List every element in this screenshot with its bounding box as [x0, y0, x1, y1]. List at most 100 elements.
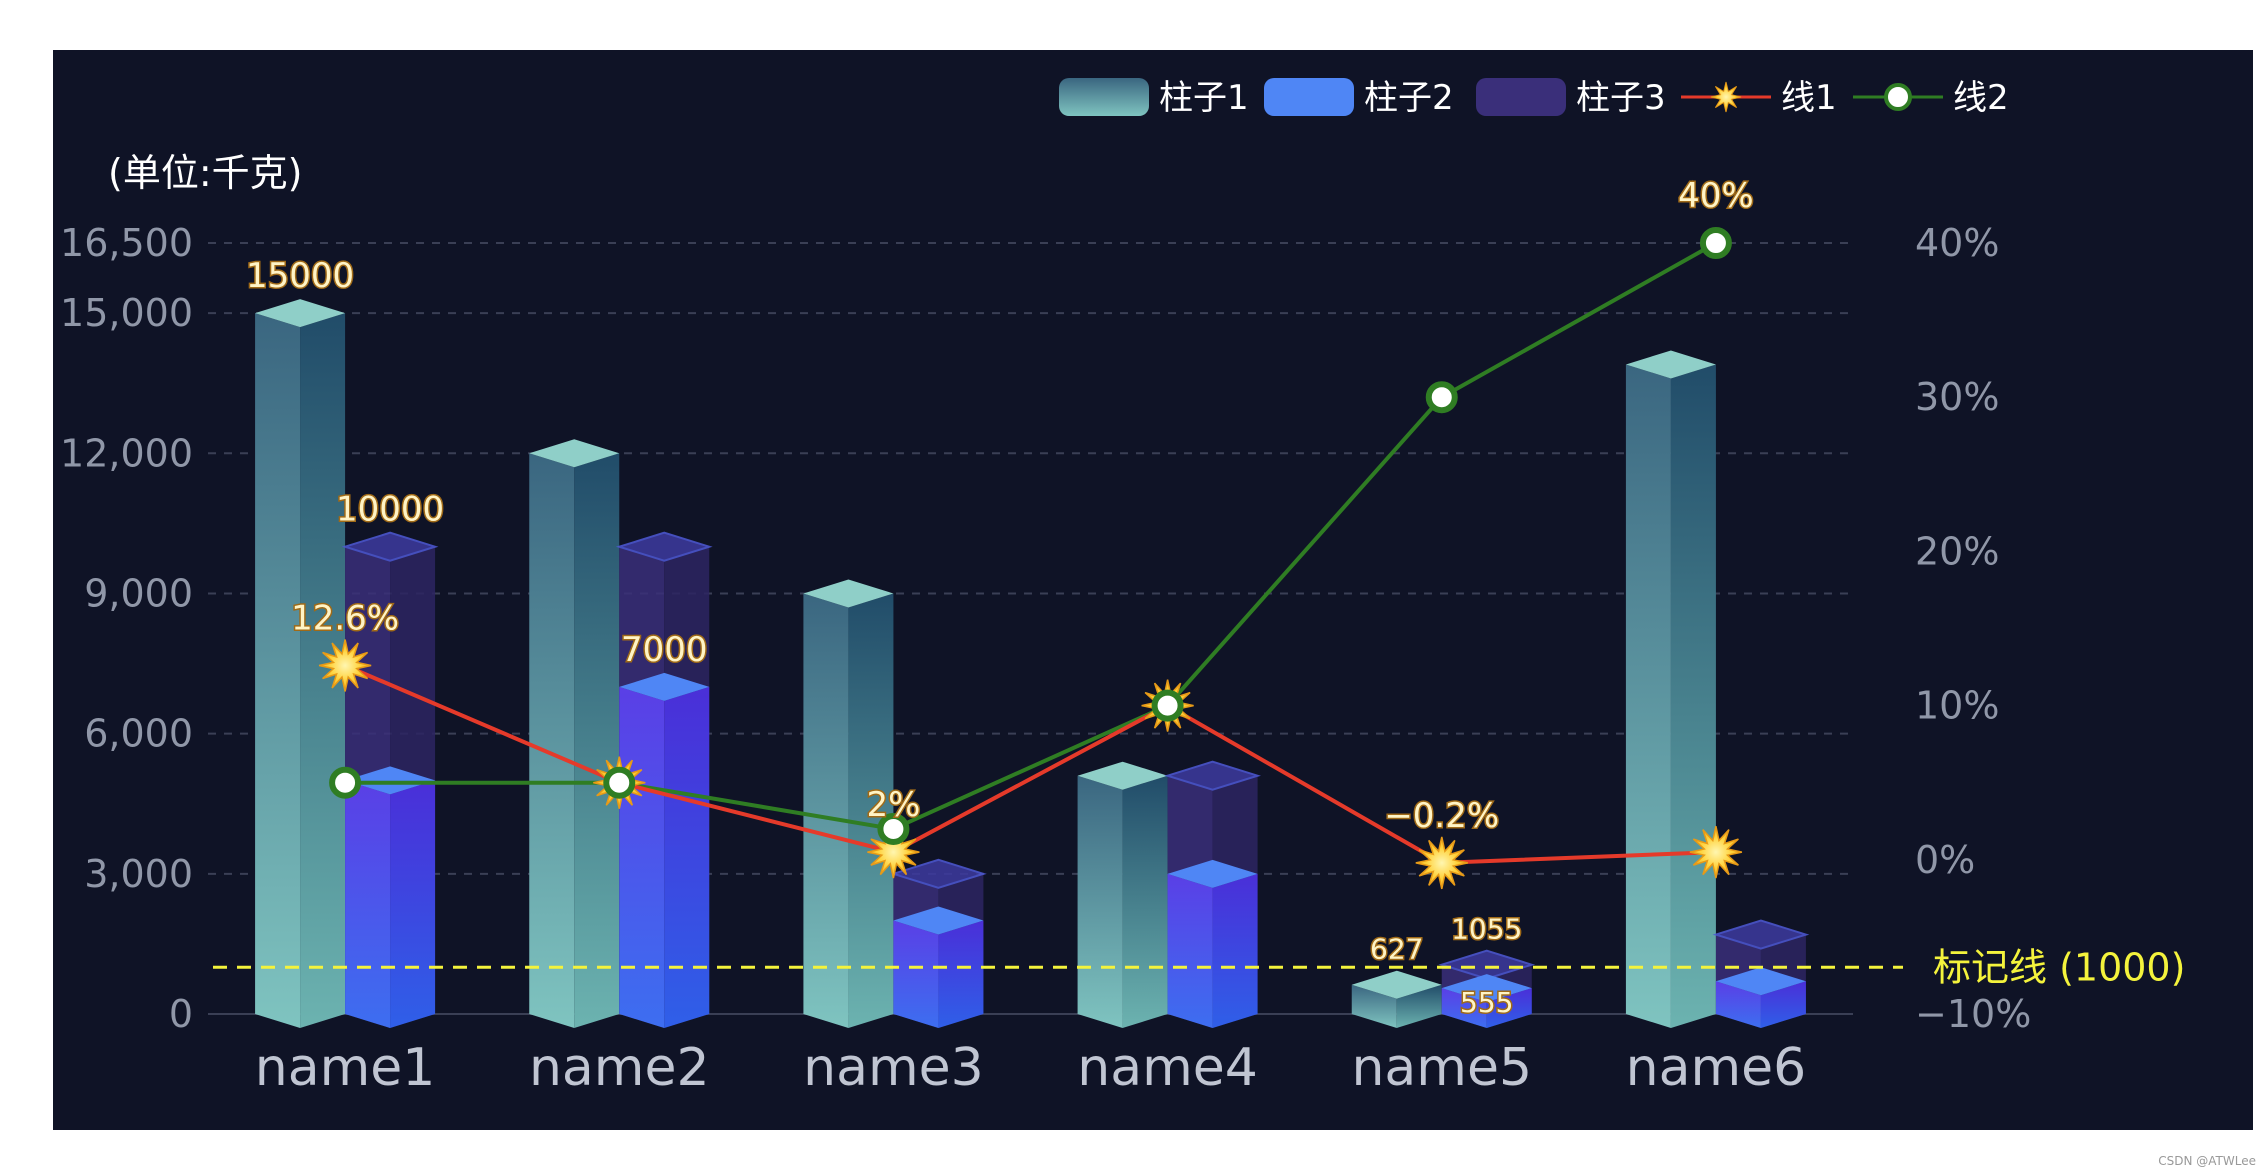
mark-line-label: 标记线 (1000) [1933, 945, 2185, 989]
bar-face-left [345, 780, 391, 1028]
bar-series1 [1625, 350, 1716, 1028]
line1-star-marker [1415, 836, 1468, 890]
bar-cap [893, 906, 984, 935]
data-label: 2% [866, 785, 920, 825]
legend-label: 柱子3 [1576, 78, 1666, 118]
y-left-tick-label: 0 [169, 992, 193, 1036]
grid [208, 242, 1853, 1015]
x-category-label: name6 [1626, 1038, 1807, 1098]
bar-cap [1438, 949, 1536, 980]
legend-star-icon [1710, 81, 1742, 113]
bar-face-left [1441, 988, 1487, 1028]
y-right-tick-label: 0% [1915, 838, 1975, 882]
bar-cap [529, 439, 620, 468]
y-right-tick-label: 40% [1915, 221, 1999, 265]
bar-series1 [1077, 761, 1168, 1028]
y-left-tick-label: 16,500 [60, 221, 193, 265]
bar-face-left [803, 593, 849, 1028]
bar-face-right [1212, 873, 1258, 1028]
bar-series2 [345, 766, 436, 1028]
data-label: 12.6% [291, 599, 399, 639]
data-label: 627 [1370, 933, 1423, 966]
bar-series2 [1167, 859, 1258, 1028]
y-left-tick-label: 12,000 [60, 431, 193, 475]
chart-frame: 0 3,000 6,000 9,000 12,000 15,000 16,500 −10% 0%… [53, 50, 2253, 1130]
y-left-tick-label: 3,000 [84, 852, 193, 896]
bars [255, 299, 1810, 1029]
bar-face-right [938, 920, 984, 1028]
legend-item[interactable]: 柱子1 [1059, 78, 1249, 118]
legend-item[interactable]: 柱子3 [1476, 78, 1666, 118]
legend-label: 柱子2 [1364, 78, 1454, 118]
legend-swatch [1059, 78, 1149, 116]
bar-cap [1077, 761, 1168, 790]
data-label: 40% [1678, 176, 1754, 216]
bar-face-right [1396, 984, 1442, 1028]
y-left-tick-label: 6,000 [84, 712, 193, 756]
legend-label: 线2 [1953, 78, 2009, 118]
legend-swatch [1476, 78, 1566, 116]
axes: 0 3,000 6,000 9,000 12,000 15,000 16,500 −10% 0%… [60, 221, 2031, 1098]
bar-face-left [1351, 984, 1397, 1028]
bar-face-right [1760, 981, 1806, 1028]
bar-series1 [255, 299, 346, 1028]
bar-series1 [1351, 970, 1442, 1028]
bar-cap [1167, 859, 1258, 888]
bar-face-right [1670, 364, 1716, 1028]
bar-cap [255, 299, 346, 328]
bar-cap [1625, 350, 1716, 379]
bar-face-left [255, 313, 301, 1028]
data-label: 7000 [621, 630, 708, 670]
combo-chart: 0 3,000 6,000 9,000 12,000 15,000 16,500 −10% 0%… [60, 78, 2185, 1098]
bar-face-left [619, 686, 665, 1028]
bar-cap [890, 858, 987, 889]
bar-face-right [664, 686, 710, 1028]
line1-star-marker [1689, 825, 1743, 879]
bar-face-left [1077, 775, 1123, 1028]
data-labels: 15000 10000 7000 627 1055 555 12.6% 2% −0.2% 40% [244, 175, 1755, 1021]
line2-circle-marker [877, 812, 910, 845]
bar-face-right [848, 593, 894, 1028]
line2-circle-marker [329, 766, 362, 799]
x-category-label: name5 [1351, 1038, 1532, 1098]
legend-item[interactable]: 柱子2 [1264, 78, 1454, 118]
x-category-label: name4 [1077, 1038, 1258, 1098]
bar-series1 [529, 439, 620, 1029]
line2-circle-marker [603, 766, 636, 799]
line1-star-marker [867, 825, 920, 879]
legend[interactable]: 柱子1 柱子2 柱子3 线1 线2 [1059, 78, 2009, 118]
y-right-tick-label: 20% [1915, 529, 1999, 573]
bar-series1 [803, 579, 894, 1028]
bar-cap [803, 579, 894, 608]
x-category-label: name1 [255, 1038, 436, 1098]
line2-circle-marker [1151, 689, 1184, 722]
lines [318, 227, 1743, 890]
watermark: CSDN @ATWLee [2158, 1154, 2256, 1168]
bar-cap [615, 531, 713, 562]
y-right-tick-label: 30% [1915, 375, 1999, 419]
line2-circle-marker [1699, 227, 1732, 259]
bar-cap [1715, 967, 1806, 996]
legend-item[interactable]: 线2 [1853, 78, 2009, 118]
y-right-tick-label: −10% [1915, 992, 2031, 1036]
bar-series2 [619, 672, 710, 1028]
bar-series2 [893, 906, 984, 1028]
bar-cap [1712, 919, 1810, 950]
bar-face-right [300, 313, 346, 1028]
legend-label: 线1 [1781, 78, 1837, 118]
bar-cap [1164, 760, 1261, 791]
legend-label: 柱子1 [1159, 78, 1249, 118]
x-category-label: name2 [529, 1038, 710, 1098]
legend-item[interactable]: 线1 [1681, 78, 1837, 118]
line1-star-marker [318, 639, 372, 692]
bar-face-right [390, 780, 436, 1028]
line2-path [345, 241, 1717, 832]
bar-face-right [1122, 775, 1168, 1028]
bar-series2 [1715, 967, 1806, 1028]
data-label: 1055 [1451, 913, 1522, 946]
data-label: 15000 [246, 256, 354, 296]
bar-face-left [529, 453, 575, 1029]
bar-face-left [1715, 981, 1761, 1028]
x-category-label: name3 [803, 1038, 984, 1098]
bar-cap [345, 766, 436, 795]
